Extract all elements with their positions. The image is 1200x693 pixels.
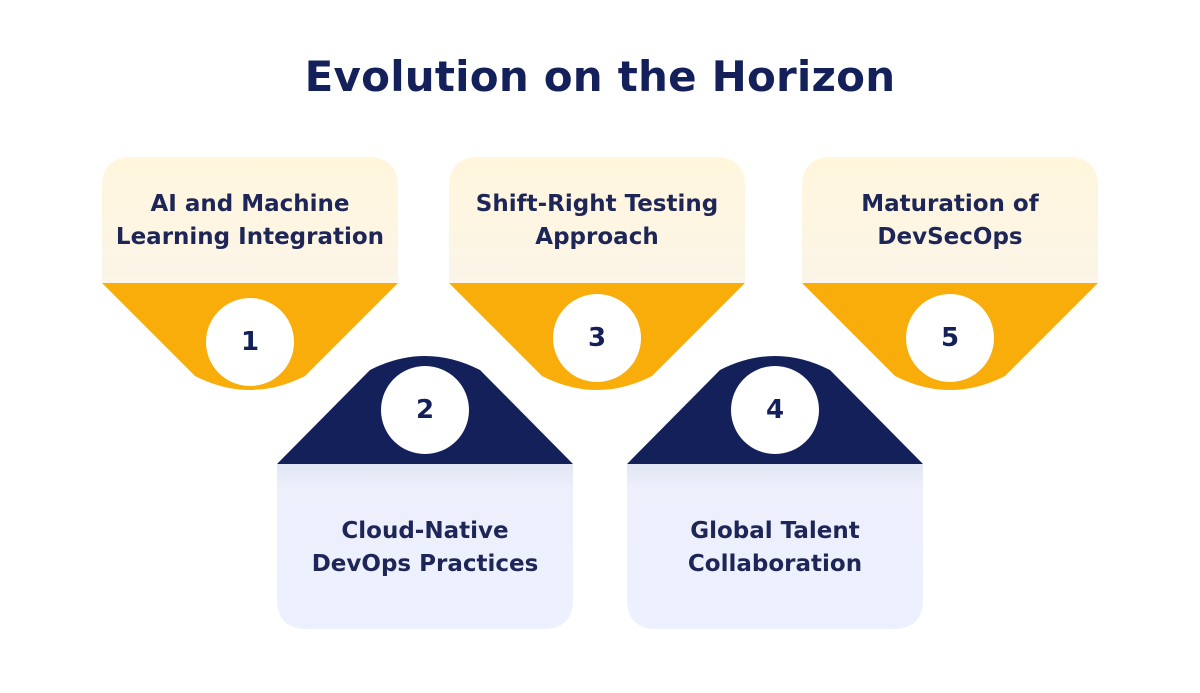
step-3-badge xyxy=(553,294,641,382)
step-4-label: Global Talent Collaboration xyxy=(687,518,863,577)
step-4-card xyxy=(627,464,923,629)
step-3-label: Shift-Right Testing Approach xyxy=(475,191,719,250)
step-1-number: 1 xyxy=(240,327,260,357)
step-1-card xyxy=(102,157,398,283)
step-5-number: 5 xyxy=(940,323,960,353)
page-title: Evolution on the Horizon xyxy=(304,52,896,101)
step-2-badge xyxy=(381,366,469,454)
step-4-number: 4 xyxy=(765,395,785,425)
step-2-card xyxy=(277,464,573,629)
step-2-number: 2 xyxy=(415,395,435,425)
step-3-number: 3 xyxy=(587,323,607,353)
step-5-label: Maturation of DevSecOps xyxy=(861,191,1039,250)
step-5-card xyxy=(802,157,1098,283)
step-2-label: Cloud-Native DevOps Practices xyxy=(311,518,539,577)
step-5-badge xyxy=(906,294,994,382)
step-1-label: AI and Machine Learning Integration xyxy=(115,191,385,250)
step-3-card xyxy=(449,157,745,283)
step-4-badge xyxy=(731,366,819,454)
step-1-badge xyxy=(206,298,294,386)
